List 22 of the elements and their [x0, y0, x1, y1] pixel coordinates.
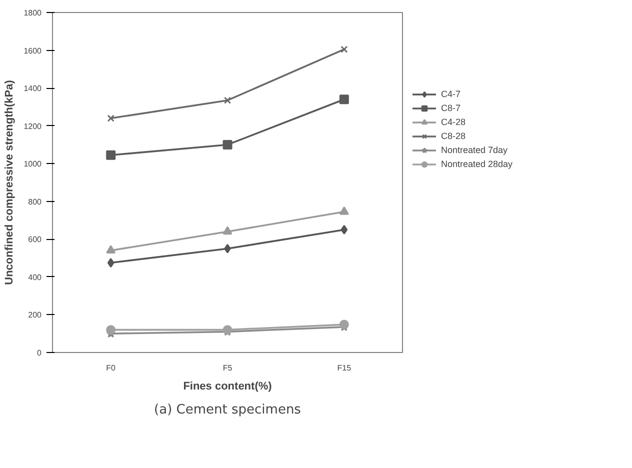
y-tick-label: 1600: [24, 46, 42, 56]
y-tick-label: 1200: [24, 122, 42, 131]
legend-label: C8-28: [441, 130, 466, 142]
x-tick-label: F0: [106, 364, 116, 372]
y-axis-title: Unconfined compressive strength(kPa): [4, 80, 16, 285]
legend-label: Nontreated 28day: [441, 158, 513, 170]
legend-label: Nontreated 7day: [441, 144, 508, 156]
y-tick-label: 600: [28, 235, 42, 244]
y-tick-label: 1400: [24, 84, 42, 94]
x-tick-label: F5: [222, 364, 233, 372]
y-tick-label: 0: [37, 348, 42, 358]
legend-label: C8-7: [441, 102, 461, 114]
x-axis-title: Fines content(%): [183, 380, 272, 392]
text: (a) Cement specimens: [154, 402, 302, 418]
legend-label: C4-7: [441, 88, 461, 100]
y-tick-label: 800: [28, 197, 42, 206]
y-tick-label: 200: [28, 310, 42, 320]
legend-label: C4-28: [441, 116, 466, 128]
y-tick-label: 1800: [24, 8, 42, 18]
x-tick-label: F15: [337, 364, 352, 372]
y-tick-label: 400: [28, 272, 42, 282]
y-tick-label: 1000: [24, 160, 42, 169]
